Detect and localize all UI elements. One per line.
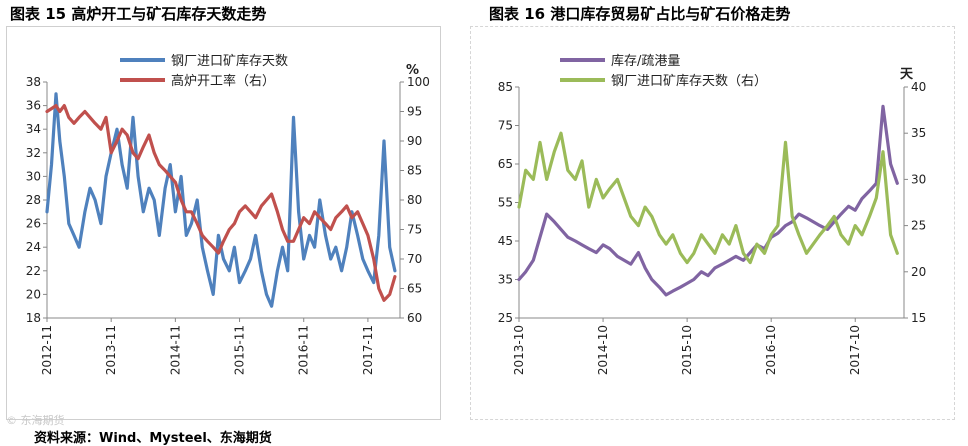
y-left-tick-label: 18: [26, 311, 41, 325]
y-right-tick-label: 95: [407, 105, 422, 119]
y-left-tick-label: 26: [26, 217, 41, 231]
watermark: © 东海期货: [6, 414, 65, 427]
y-left-tick-label: 24: [26, 240, 41, 254]
legend-label-2: 钢厂进口矿库存天数（右）: [611, 73, 767, 89]
y-right-tick-label: 100: [407, 75, 430, 89]
y-left-tick-label: 25: [498, 311, 513, 325]
y-right-tick-label: 70: [407, 252, 422, 266]
series-line-1: [45, 92, 397, 308]
x-tick-label: 2012-11: [40, 325, 54, 375]
y-right-tick-label: 75: [407, 223, 422, 237]
y-right-unit-label: 天: [900, 67, 914, 82]
chart-frame-right: [470, 26, 955, 420]
y-right-tick-label: 85: [407, 164, 422, 178]
x-tick-label: 2013-10: [512, 325, 526, 375]
x-tick-label: 2015-10: [680, 325, 694, 375]
chart-1: 18 20 22 24 26 28 30 32 34 36 38 60 65 70 75 80 85 90 95 10…: [26, 53, 430, 375]
y-left-tick-label: 85: [498, 80, 513, 94]
y-right-tick-label: 90: [407, 134, 422, 148]
y-left-tick-label: 55: [498, 196, 513, 210]
series-line-2: [45, 103, 397, 302]
legend-label-1: 库存/疏港量: [611, 53, 680, 69]
legend-label-2: 高炉开工率（右）: [171, 73, 275, 89]
series-line-2: [517, 131, 899, 265]
y-right-tick-label: 15: [911, 311, 926, 325]
y-right-tick-label: 35: [911, 126, 926, 140]
y-left-tick-label: 30: [26, 169, 41, 183]
y-left-tick-label: 20: [26, 287, 41, 301]
x-tick-label: 2017-11: [361, 325, 375, 375]
y-left-tick-label: 65: [498, 157, 513, 171]
chart-frame-left: [6, 26, 441, 420]
y-right-tick-label: 65: [407, 282, 422, 296]
chart-2: 25 35 45 55 65 75 85 15 20 25 30 35 40天 2013-10 2014-1…: [498, 53, 927, 375]
y-right-tick-label: 20: [911, 265, 926, 279]
chart-title-right: 图表 16 港口库存贸易矿占比与矿石价格走势: [489, 5, 791, 23]
y-left-tick-label: 35: [498, 273, 513, 287]
y-right-unit-label: %: [406, 63, 419, 78]
x-tick-label: 2015-11: [233, 325, 247, 375]
x-tick-label: 2013-11: [104, 325, 118, 375]
y-left-tick-label: 75: [498, 119, 513, 133]
y-right-tick-label: 80: [407, 193, 422, 207]
x-tick-label: 2016-10: [764, 325, 778, 375]
y-left-tick-label: 22: [26, 264, 41, 278]
y-right-tick-label: 40: [911, 80, 926, 94]
source-note: 资料来源：Wind、Mysteel、东海期货: [34, 431, 272, 446]
x-tick-label: 2014-11: [168, 325, 182, 375]
x-tick-label: 2017-10: [848, 325, 862, 375]
y-right-tick-label: 25: [911, 219, 926, 233]
series-line-1: [517, 104, 899, 297]
legend-label-1: 钢厂进口矿库存天数: [171, 53, 288, 69]
y-left-tick-label: 34: [26, 122, 41, 136]
y-left-tick-label: 45: [498, 234, 513, 248]
chart-title-left: 图表 15 高炉开工与矿石库存天数走势: [10, 5, 267, 23]
x-tick-label: 2014-10: [596, 325, 610, 375]
y-right-tick-label: 60: [407, 311, 422, 325]
y-left-tick-label: 28: [26, 193, 41, 207]
y-left-tick-label: 32: [26, 146, 41, 160]
y-left-tick-label: 36: [26, 99, 41, 113]
x-tick-label: 2016-11: [297, 325, 311, 375]
y-left-tick-label: 38: [26, 75, 41, 89]
y-right-tick-label: 30: [911, 172, 926, 186]
